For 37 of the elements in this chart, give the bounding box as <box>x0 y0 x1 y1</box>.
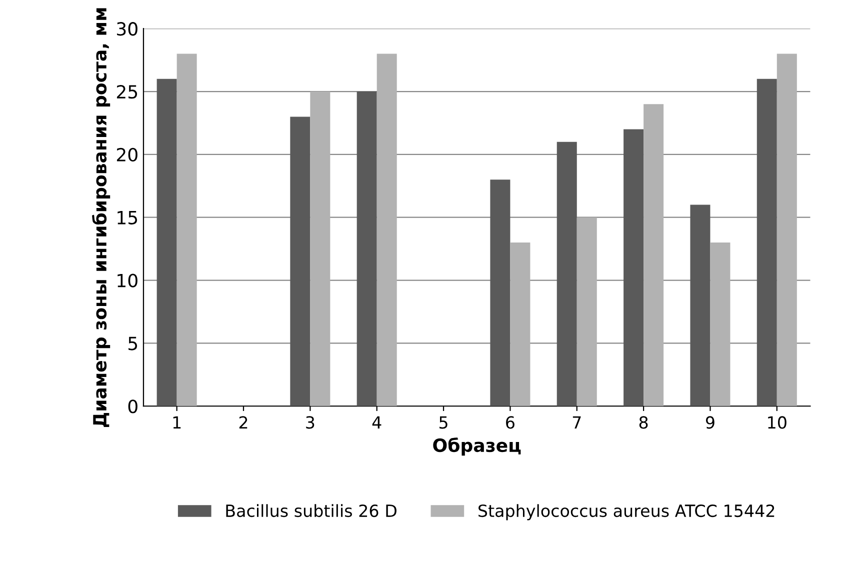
bar <box>510 242 530 406</box>
y-tick-label: 15 <box>118 211 138 224</box>
x-tick-label: 8 <box>639 416 648 429</box>
x-tick-label: 10 <box>768 416 786 429</box>
bar <box>576 217 597 406</box>
x-tick-label: 4 <box>372 416 382 429</box>
y-tick-label: 25 <box>116 84 138 99</box>
bar <box>176 54 197 406</box>
x-axis-title: Образец <box>433 438 521 456</box>
y-tick-label: 20 <box>116 148 138 162</box>
bar <box>490 180 510 406</box>
y-tick-label: 0 <box>128 400 138 414</box>
x-tick-label: 6 <box>506 416 514 429</box>
bar <box>310 92 330 406</box>
x-tick-label: 9 <box>706 416 714 429</box>
bar <box>376 54 397 406</box>
bar <box>290 116 310 406</box>
bar <box>624 129 644 406</box>
bar <box>356 92 377 406</box>
x-tick-label: 3 <box>306 416 314 429</box>
bar <box>156 78 177 406</box>
bar <box>556 142 577 406</box>
y-axis-title: Диаметр зоны ингибирования роста, мм <box>92 8 110 427</box>
bar <box>710 242 730 406</box>
x-tick-label: 1 <box>173 416 181 429</box>
legend-label: Bacillus subtilis 26 D <box>226 504 396 518</box>
bar <box>690 204 710 406</box>
x-tick-label: 5 <box>440 416 448 429</box>
y-tick-label: 30 <box>117 22 138 36</box>
bar <box>756 78 777 406</box>
y-tick-label: 10 <box>118 274 138 288</box>
legend-label: Staphylococcus aureus ATCC 15442 <box>478 504 774 520</box>
y-tick-label: 5 <box>128 336 138 350</box>
bar <box>644 104 664 406</box>
bar <box>776 54 797 406</box>
x-tick-label: 2 <box>239 416 248 429</box>
x-tick-label: 7 <box>572 416 581 429</box>
